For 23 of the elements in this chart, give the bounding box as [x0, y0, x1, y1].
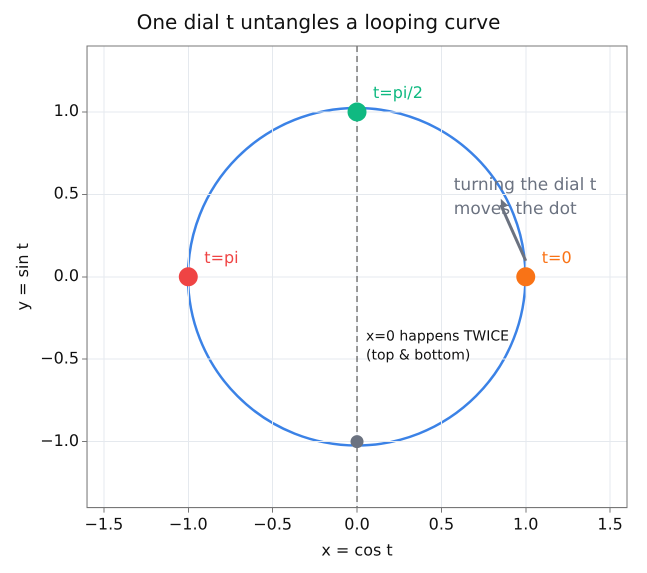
x-tick-label: −1.0: [168, 514, 208, 534]
x-tick-label: −1.5: [84, 514, 124, 534]
chart-title: One dial t untangles a looping curve: [136, 10, 500, 34]
y-tick-label: −1.0: [40, 430, 80, 450]
y-axis-title: y = sin t: [12, 243, 32, 310]
y-tick-label: 0.0: [54, 266, 80, 285]
series-label: t=pi: [204, 248, 239, 267]
series-label: t=0: [542, 248, 572, 267]
point: [350, 435, 364, 448]
point: [516, 267, 536, 286]
annotation: x=0 happens TWICE (top & bottom): [366, 328, 510, 364]
x-axis-title: x = cos t: [321, 540, 393, 560]
x-tick-label: −0.5: [253, 514, 292, 534]
x-tick-label: 1.5: [597, 514, 623, 534]
point: [178, 267, 198, 286]
point: [348, 102, 367, 122]
x-tick-label: 0.0: [344, 514, 370, 534]
y-tick-label: 0.5: [54, 184, 80, 203]
x-tick-label: 1.0: [513, 514, 538, 534]
series-label: t=pi/2: [373, 82, 423, 102]
x-tick-label: 0.5: [428, 514, 454, 534]
y-tick-label: −0.5: [40, 348, 80, 368]
y-tick-label: 1.0: [54, 101, 80, 120]
